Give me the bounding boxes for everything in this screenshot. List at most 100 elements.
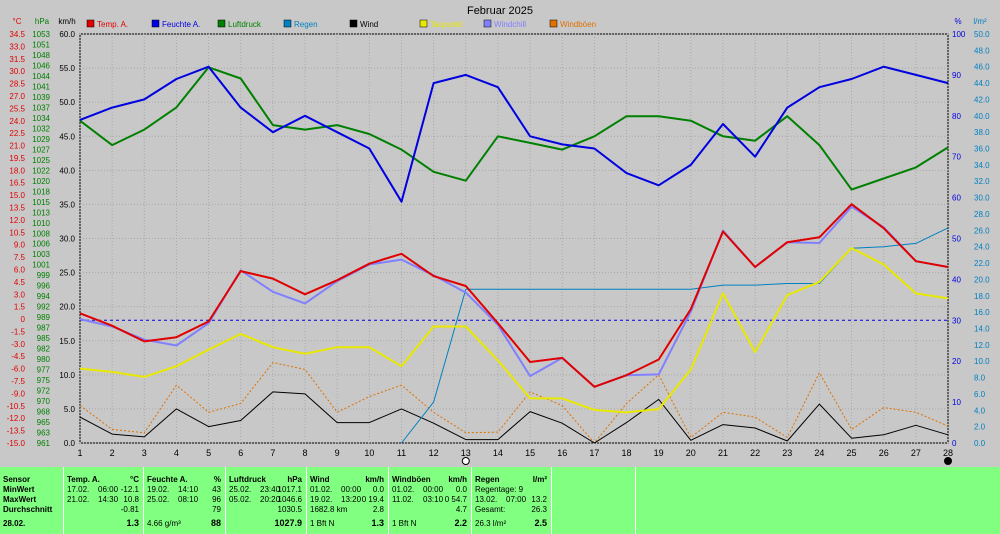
x-tick-label: 17 [589,448,599,458]
column-head: Wind [310,475,330,484]
cell-time: 23:40 [260,485,281,494]
y-tick-label: 1.5 [14,303,26,312]
column-unit: km/h [448,475,467,484]
cell-date: 1 Bft N [392,519,417,528]
y-tick-label: 40.0 [974,112,990,121]
cell-time: 03:10 [423,495,444,504]
cell-value: 4.7 [455,505,467,514]
cell-date: 19.02. [147,485,170,494]
y-tick-label: 963 [37,429,51,438]
x-tick-label: 7 [270,448,275,458]
y-tick-label: 985 [37,334,51,343]
y-tick-label: 20 [952,357,961,366]
y-tick-label: 30.0 [974,194,990,203]
cell-date: Regentage: 9 [475,485,524,494]
y-tick-label: 1010 [32,219,50,228]
y-tick-label: 982 [37,345,51,354]
legend-swatch [86,19,95,28]
y-tick-label: 38.0 [974,128,990,137]
column-head: Windböen [392,475,431,484]
y-tick-label: 1044 [32,72,50,81]
y-tick-label: 980 [37,355,51,364]
cell-time: 08:10 [178,495,199,504]
y-tick-label: 100 [952,30,966,39]
row-label-min: MinWert [3,485,35,494]
y-tick-label: 1025 [32,156,50,165]
x-tick-label: 2 [110,448,115,458]
y-tick-label: 972 [37,387,51,396]
y-tick-label: 33.0 [9,42,25,51]
y-tick-label: 50.0 [974,30,990,39]
row-label-date: 28.02. [3,519,26,528]
weather-chart: 1 2 3 4 5 6 7 8 9 10 11 12 13 14 15 16 17 18 19 20 21 22 23 24 2… [7,5,990,465]
axis-unit-label: hPa [35,17,50,26]
row-label-max: MaxWert [3,495,37,504]
column-head: Feuchte A. [147,475,188,484]
column-head: Temp. A. [67,475,100,484]
x-tick-label: 26 [879,448,889,458]
y-tick-label: 35.0 [59,200,75,209]
y-tick-label: 8.0 [974,374,986,383]
legend-swatch [419,19,428,28]
legend-swatch [483,19,492,28]
y-tick-label: 0.0 [64,439,76,448]
x-tick-label: 27 [911,448,921,458]
y-tick-label: 1053 [32,30,50,39]
series-line-taupunkt [79,247,949,414]
column-unit: °C [130,475,139,484]
x-tick-label: 16 [557,448,567,458]
y-tick-label: 18.0 [974,292,990,301]
column-head: Regen [475,475,500,484]
y-tick-label: 32.0 [974,177,990,186]
column-unit: % [213,475,221,484]
y-tick-label: 2.0 [974,423,986,432]
cell-value: 2.2 [454,518,467,528]
cell-value: 0.0 [372,485,384,494]
series-line-regen [401,227,949,444]
y-tick-label: 27.0 [9,92,25,101]
y-tick-label: 1048 [32,51,50,60]
y-tick-label: -9.0 [11,389,25,398]
legend-swatch [217,19,226,28]
cell-value: -12.1 [120,485,139,494]
y-tick-label: 968 [37,408,51,417]
sensor-head: Sensor [3,475,31,484]
cell-time: 14:30 [98,495,119,504]
legend-label: Feuchte A. [162,20,200,29]
y-tick-label: 18.0 [9,166,25,175]
cell-value: 79 [212,505,221,514]
y-tick-label: 965 [37,418,51,427]
cell-value: -0.81 [120,505,139,514]
y-tick-label: 999 [37,271,51,280]
cell-value: 0 54.7 [444,495,467,504]
y-tick-label: -12.0 [7,414,26,423]
y-tick-label: 0 [21,315,26,324]
y-tick-label: -6.0 [11,365,25,374]
cell-value: 1.3 [126,518,139,528]
cell-date: 05.02. [229,495,252,504]
cell-date: 26.3 l/m² [475,519,507,528]
y-tick-label: 1029 [32,135,50,144]
cell-value: 1030.5 [277,505,302,514]
cell-date: 01.02. [310,485,333,494]
y-tick-label: 24.0 [974,243,990,252]
axis-unit-label: km/h [58,17,75,26]
empty-panel [635,467,1000,534]
x-tick-label: 10 [364,448,374,458]
y-tick-label: 1008 [32,229,50,238]
y-tick-label: 1013 [32,208,50,217]
y-tick-label: 10.0 [974,357,990,366]
y-tick-label: 987 [37,324,51,333]
wind-column: Wind km/h 01.02. 00:00 0.0 19.02. 13:20 0 19.4 1… [306,467,388,534]
y-tick-label: 15.0 [59,337,75,346]
series-line-luftdruck [79,66,949,191]
y-tick-label: 44.0 [974,79,990,88]
y-tick-label: -10.5 [7,402,26,411]
y-tick-label: 45.0 [59,132,75,141]
legend-label: Taupunkt [430,20,463,29]
empty-panel [551,467,635,534]
cell-date: 19.02. [310,495,333,504]
cell-date: 1 Bft N [310,519,335,528]
y-tick-label: 977 [37,366,51,375]
cell-value: 26.3 [531,505,547,514]
